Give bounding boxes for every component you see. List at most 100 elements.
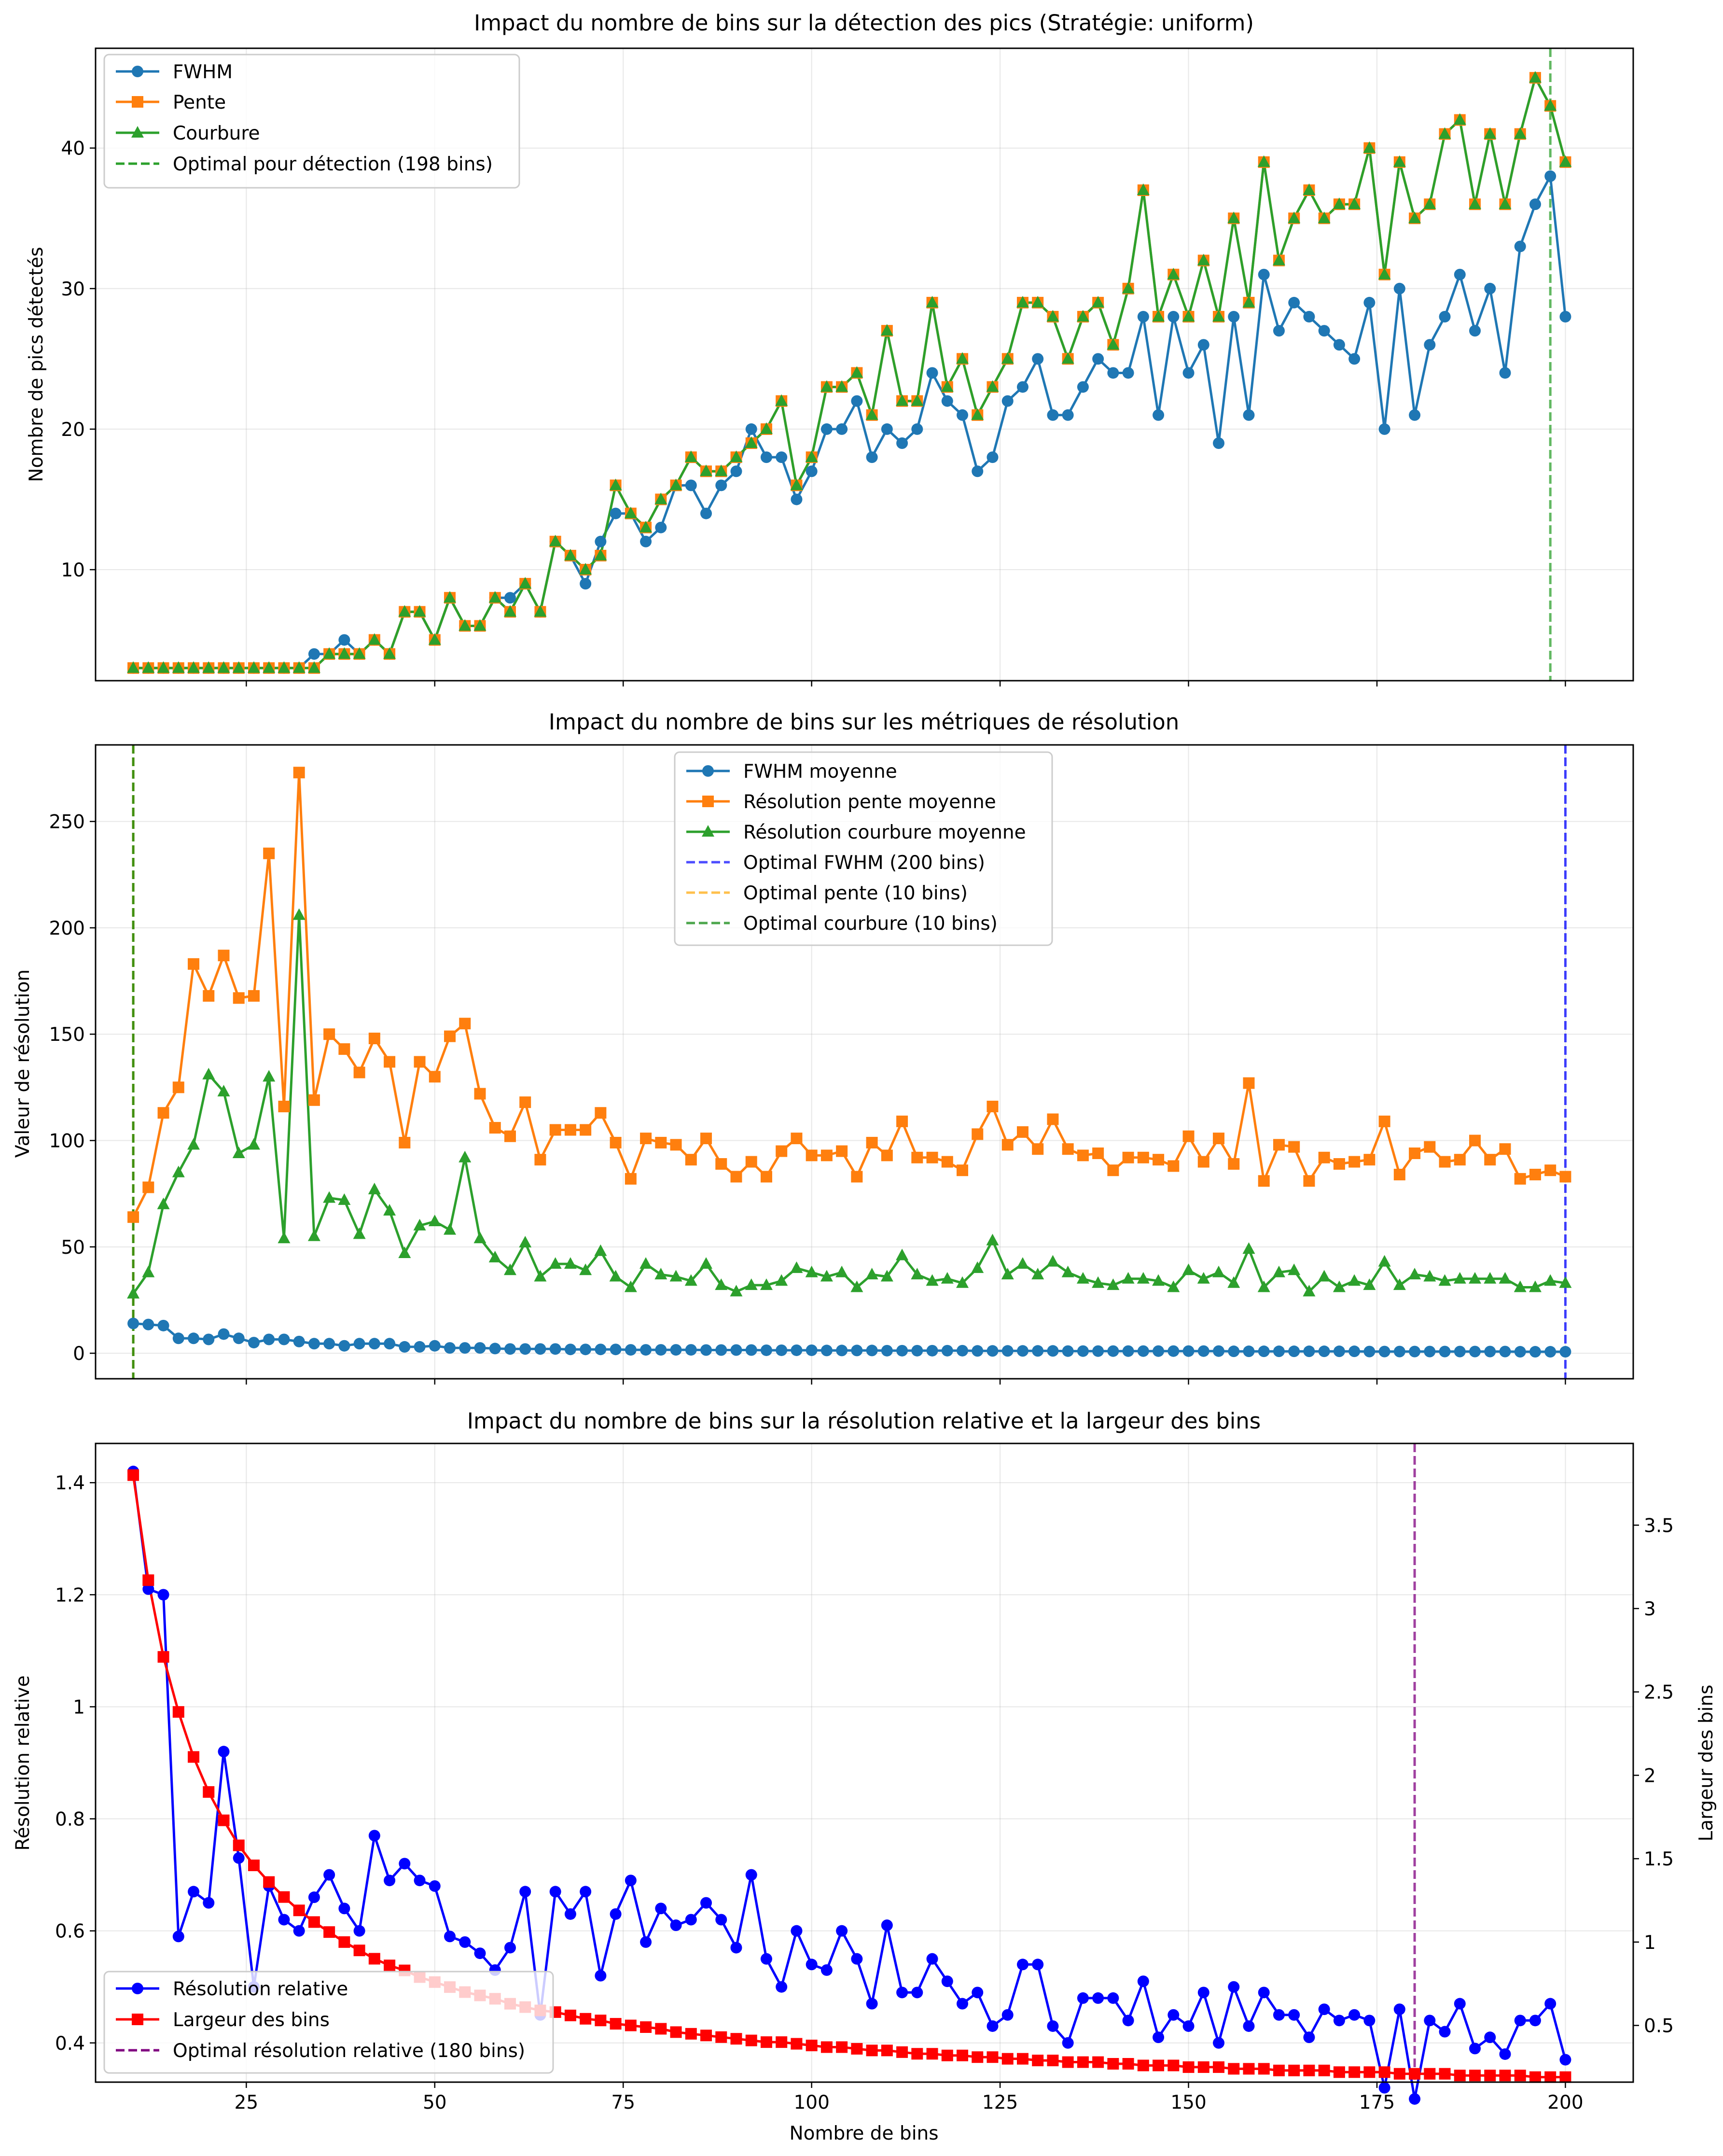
data-point xyxy=(896,2046,908,2058)
data-point xyxy=(820,2041,833,2053)
data-point xyxy=(610,1344,622,1356)
data-point xyxy=(1393,2068,1405,2080)
data-point xyxy=(1197,1156,1209,1168)
x-tick-label: 200 xyxy=(1547,2092,1583,2114)
legend-entry-optimal-fwhm: Optimal FWHM (200 bins) xyxy=(686,852,985,874)
data-point xyxy=(610,2018,622,2030)
data-point xyxy=(1016,1959,1028,1971)
data-point xyxy=(806,465,818,477)
data-point xyxy=(926,1151,938,1163)
plot-frame xyxy=(95,744,1634,1380)
data-point xyxy=(1514,2015,1526,2027)
data-point xyxy=(700,507,712,519)
data-point xyxy=(1333,197,1346,210)
y-axis-label-right: Largeur des bins xyxy=(1695,1685,1717,1842)
data-point xyxy=(1062,409,1074,421)
data-point xyxy=(1378,267,1391,280)
data-point xyxy=(459,1936,471,1948)
data-point xyxy=(745,1344,757,1356)
data-point xyxy=(715,1914,727,1926)
data-point xyxy=(1001,1345,1014,1357)
data-point xyxy=(911,423,923,435)
data-point xyxy=(926,367,938,379)
data-point xyxy=(1258,1345,1270,1358)
data-point xyxy=(1363,2066,1376,2078)
data-point xyxy=(564,1257,577,1269)
data-point xyxy=(519,1096,531,1108)
data-point xyxy=(986,1233,999,1246)
data-point xyxy=(836,1344,848,1357)
data-point xyxy=(926,1953,938,1965)
data-point xyxy=(896,437,908,449)
data-point xyxy=(941,1975,953,1988)
data-point xyxy=(248,1337,260,1349)
data-point xyxy=(172,1081,184,1093)
data-point xyxy=(1408,211,1421,224)
data-point xyxy=(775,1274,788,1286)
data-point xyxy=(564,1344,576,1356)
data-point xyxy=(474,1088,486,1100)
data-point xyxy=(1333,1345,1345,1358)
y-tick-label: 0.8 xyxy=(55,1809,85,1831)
data-point xyxy=(1333,2015,1345,2027)
legend: FWHM Pente Courbure Optimal pour détecti… xyxy=(103,54,520,189)
data-point xyxy=(1016,1126,1028,1138)
data-point xyxy=(866,1998,878,2010)
data-point xyxy=(1107,1278,1120,1290)
y-tick-label: 1.2 xyxy=(55,1584,85,1606)
data-point xyxy=(805,1265,818,1277)
data-point xyxy=(835,1265,848,1277)
data-point xyxy=(1469,1272,1482,1284)
data-point xyxy=(700,1344,712,1356)
data-point xyxy=(338,1193,351,1205)
data-point xyxy=(609,1270,622,1282)
data-point xyxy=(459,1150,472,1162)
data-point xyxy=(972,1987,984,1999)
data-point xyxy=(1303,1285,1316,1297)
data-point xyxy=(625,1344,637,1356)
legend-entry-optimal-detection: Optimal pour détection (198 bins) xyxy=(116,154,493,175)
data-point xyxy=(504,1130,516,1142)
legend-marker xyxy=(702,765,714,777)
data-point xyxy=(685,1344,697,1356)
data-point xyxy=(1228,2063,1240,2075)
data-point xyxy=(1197,2061,1209,2073)
data-point xyxy=(127,1469,139,1481)
data-point xyxy=(549,1343,561,1355)
data-point xyxy=(1333,1280,1346,1292)
data-point xyxy=(957,409,969,421)
legend-label: Optimal pente (10 bins) xyxy=(743,882,968,904)
data-point xyxy=(1167,1345,1180,1357)
data-point xyxy=(1213,2061,1225,2073)
data-point xyxy=(881,1149,893,1162)
data-point xyxy=(851,2043,863,2055)
data-point xyxy=(428,1214,441,1226)
legend-entry-courbure-moyenne: Résolution courbure moyenne xyxy=(686,822,1026,843)
data-point xyxy=(1318,1270,1331,1282)
data-point xyxy=(1258,1175,1270,1187)
data-point xyxy=(1092,353,1104,365)
legend: FWHM moyenne Résolution pente moyenne Ré… xyxy=(674,751,1053,946)
data-point xyxy=(595,1344,607,1356)
data-point xyxy=(1137,2059,1149,2072)
data-point xyxy=(791,1344,803,1356)
data-point xyxy=(911,1268,924,1280)
data-point xyxy=(218,1328,230,1340)
data-point xyxy=(1544,1274,1557,1286)
legend-label: Résolution courbure moyenne xyxy=(743,822,1026,843)
data-point xyxy=(1393,1278,1406,1290)
data-point xyxy=(685,1154,697,1166)
data-point xyxy=(776,451,788,463)
data-point xyxy=(1167,2009,1180,2021)
data-point xyxy=(1032,353,1044,365)
data-point xyxy=(851,1953,863,1965)
data-point xyxy=(669,1270,682,1282)
data-point xyxy=(1393,155,1406,167)
data-point xyxy=(263,661,276,673)
data-point xyxy=(1423,197,1436,210)
data-point xyxy=(1424,2015,1436,2027)
data-point xyxy=(398,1246,411,1259)
panel-peak-detection: Impact du nombre de bins sur la détectio… xyxy=(26,10,1634,686)
data-point xyxy=(624,506,637,518)
